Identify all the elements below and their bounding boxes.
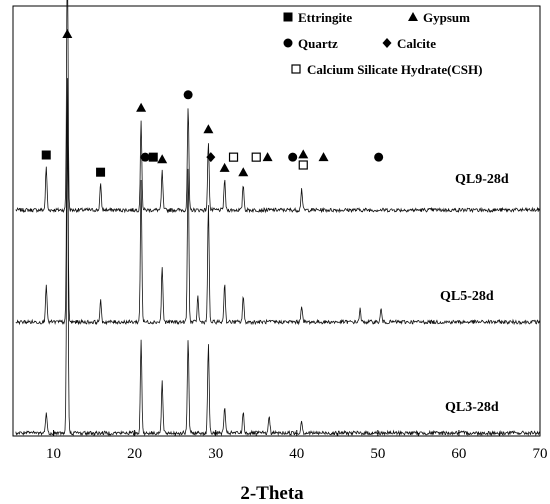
filled-square-marker <box>148 152 158 162</box>
legend-filled-diamond-icon <box>382 38 392 48</box>
filled-triangle-marker <box>262 152 273 162</box>
open-square-marker <box>298 160 308 170</box>
filled-circle-marker <box>140 152 150 162</box>
legend-open-square-icon <box>291 64 301 74</box>
series-line-ql3 <box>15 110 540 437</box>
x-tick-label: 70 <box>533 446 548 462</box>
filled-triangle-marker <box>238 167 249 177</box>
plot-area <box>12 0 541 437</box>
filled-square-marker <box>96 167 106 177</box>
filled-circle-marker <box>183 90 193 100</box>
x-tick-label: 30 <box>208 446 223 462</box>
legend-filled-triangle-icon <box>408 12 418 21</box>
phase-markers <box>41 29 384 177</box>
x-axis: 10 20 30 40 50 60 70 <box>12 430 548 462</box>
filled-triangle-marker <box>298 149 309 159</box>
filled-triangle-marker <box>157 154 168 164</box>
legend-label: Calcium Silicate Hydrate(CSH) <box>307 62 482 77</box>
x-tick-label: 10 <box>46 446 61 462</box>
open-square-marker <box>228 152 239 162</box>
legend-label: Calcite <box>397 36 436 51</box>
legend: Ettringite Gypsum Quartz Calcite Calcium Sil… <box>283 10 482 77</box>
legend-label: Quartz <box>298 36 338 51</box>
filled-triangle-marker <box>318 152 329 162</box>
series-line-ql5 <box>15 78 541 326</box>
filled-diamond-marker <box>206 152 216 163</box>
filled-triangle-marker <box>62 29 73 38</box>
filled-triangle-marker <box>136 102 147 112</box>
filled-triangle-marker <box>219 162 230 172</box>
filled-circle-marker <box>374 152 384 162</box>
legend-filled-square-icon <box>283 12 293 22</box>
series-line-ql9 <box>15 0 541 214</box>
x-tick-label: 20 <box>127 446 142 462</box>
legend-label: Ettringite <box>298 10 352 25</box>
plot-frame <box>12 5 541 437</box>
series-label-ql5: QL5-28d <box>440 289 494 304</box>
filled-circle-marker <box>288 152 298 162</box>
legend-label: Gypsum <box>423 10 470 25</box>
series-label-ql3: QL3-28d <box>445 400 499 415</box>
series-label-ql9: QL9-28d <box>455 172 509 187</box>
filled-square-marker <box>41 150 51 160</box>
legend-filled-circle-icon <box>283 38 293 48</box>
x-tick-label: 40 <box>289 446 304 462</box>
x-tick-label: 50 <box>370 446 385 462</box>
open-square-marker <box>251 152 261 162</box>
filled-triangle-marker <box>203 124 214 134</box>
x-axis-title: 2-Theta <box>240 483 304 504</box>
x-tick-label: 60 <box>451 446 466 462</box>
